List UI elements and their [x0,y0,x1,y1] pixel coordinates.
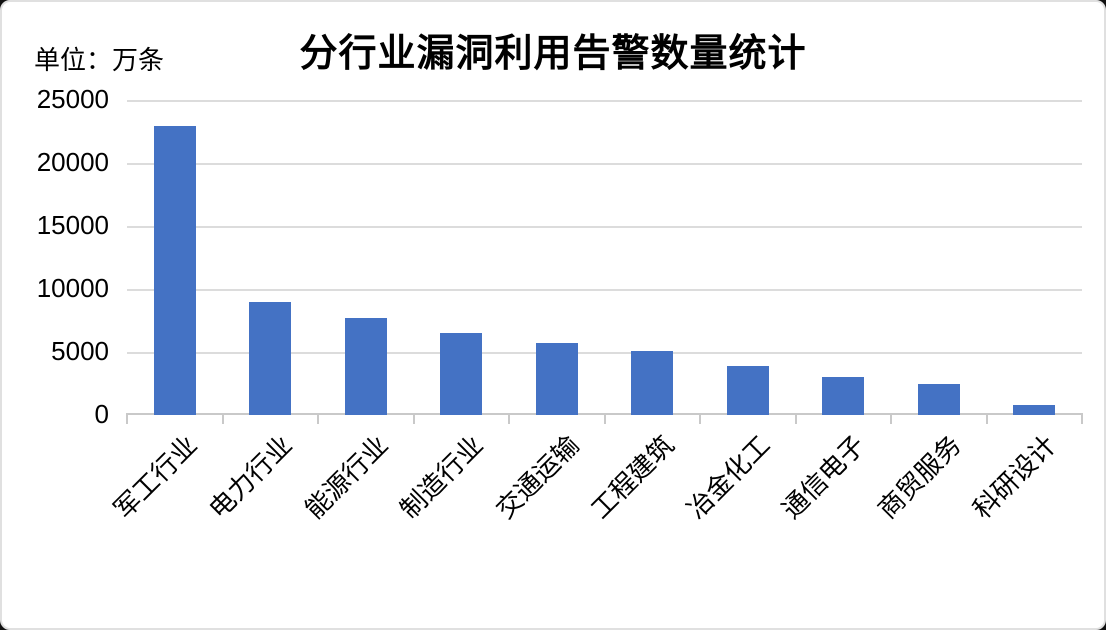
axis-tick [794,413,797,424]
axis-tick [126,413,128,424]
unit-label: 单位：万条 [34,45,165,75]
axis-tick [508,413,510,424]
axis-tick [985,413,988,424]
y-axis-tick-label: 25000 [36,84,109,114]
x-axis-category-label: 能源行业 [298,429,394,525]
axis-tick [603,413,606,424]
bar [822,377,865,415]
bar [344,317,387,415]
bar [1013,404,1056,415]
x-axis-category-label: 科研设计 [967,429,1063,525]
gridline [127,289,1082,291]
y-axis-tick-label: 5000 [51,336,109,366]
axis-tick [890,413,892,424]
y-axis-tick-label: 0 [94,399,109,429]
x-axis-category-label: 交通运输 [489,429,585,525]
chart-title: 分行业漏洞利用告警数量统计 [299,33,807,75]
axis-tick [221,413,224,424]
x-axis-category-label: 电力行业 [203,429,299,525]
bar [249,301,292,415]
x-axis-category-label: 冶金化工 [680,429,776,525]
bar [153,126,196,415]
gridline [127,100,1082,102]
x-axis-category-label: 军工行业 [107,429,203,525]
bar [917,383,960,415]
axis-tick [412,413,415,424]
bar [726,365,769,415]
gridline [127,226,1082,228]
x-axis-category-label: 制造行业 [394,429,490,525]
bar [440,333,483,415]
bar [535,343,578,415]
y-axis-tick-label: 20000 [36,147,109,177]
gridline [127,163,1082,165]
y-axis-tick-label: 10000 [36,273,109,303]
axis-tick [1081,413,1083,424]
axis-tick [317,413,319,424]
x-axis-category-label: 工程建筑 [585,429,681,525]
plot-area: 0 5000 10000 15000 20000 25000 军工行业 电力行业 能源行业 制造行… [37,84,1083,524]
gridline [127,352,1082,354]
y-axis-tick-label: 15000 [36,210,109,240]
x-axis-category-label: 通信电子 [776,429,872,525]
x-axis-category-label: 商贸服务 [871,429,967,525]
bar [631,350,674,415]
axis-tick [699,413,701,424]
